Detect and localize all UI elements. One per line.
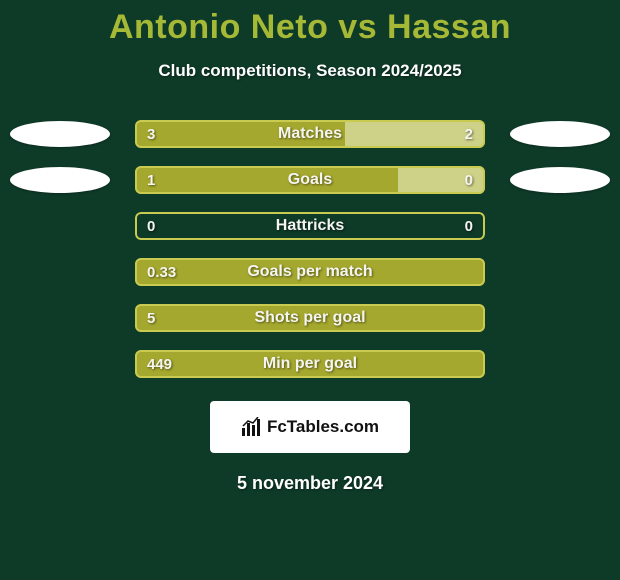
stat-value-left: 3 bbox=[147, 120, 155, 148]
player-marker-left bbox=[10, 167, 110, 193]
stat-label: Matches bbox=[278, 120, 342, 148]
page-title: Antonio Neto vs Hassan bbox=[0, 0, 620, 47]
stat-value-left: 0.33 bbox=[147, 258, 176, 286]
chart-icon bbox=[241, 417, 263, 437]
stat-label: Goals per match bbox=[247, 258, 372, 286]
stat-label: Min per goal bbox=[263, 350, 357, 378]
player-marker-right bbox=[510, 121, 610, 147]
stat-row: 3 2 Matches bbox=[0, 111, 620, 157]
stat-row: 0.33 Goals per match bbox=[0, 249, 620, 295]
stat-row: 0 0 Hattricks bbox=[0, 203, 620, 249]
stat-label: Goals bbox=[288, 166, 332, 194]
stat-value-left: 1 bbox=[147, 166, 155, 194]
fctables-logo: FcTables.com bbox=[210, 401, 410, 453]
stat-label: Shots per goal bbox=[254, 304, 365, 332]
stat-value-right: 0 bbox=[465, 212, 473, 240]
stat-bar: 5 Shots per goal bbox=[135, 304, 485, 332]
stat-value-right: 0 bbox=[465, 166, 473, 194]
stat-row: 449 Min per goal bbox=[0, 341, 620, 387]
stat-value-right: 2 bbox=[465, 120, 473, 148]
stat-label: Hattricks bbox=[276, 212, 344, 240]
player-marker-left bbox=[10, 121, 110, 147]
stat-bar-left-fill bbox=[135, 166, 398, 194]
stat-bar: 449 Min per goal bbox=[135, 350, 485, 378]
stat-bar: 0 0 Hattricks bbox=[135, 212, 485, 240]
comparison-infographic: Antonio Neto vs Hassan Club competitions… bbox=[0, 0, 620, 580]
stat-row: 5 Shots per goal bbox=[0, 295, 620, 341]
stat-value-left: 5 bbox=[147, 304, 155, 332]
stat-bar: 1 0 Goals bbox=[135, 166, 485, 194]
stat-value-left: 0 bbox=[147, 212, 155, 240]
page-subtitle: Club competitions, Season 2024/2025 bbox=[0, 61, 620, 81]
logo-text: FcTables.com bbox=[267, 417, 379, 437]
stat-bar: 3 2 Matches bbox=[135, 120, 485, 148]
stat-value-left: 449 bbox=[147, 350, 172, 378]
player-marker-right bbox=[510, 167, 610, 193]
stats-list: 3 2 Matches 1 0 Goals 0 0 Hattricks 0.33 Goals per… bbox=[0, 111, 620, 387]
stat-bar: 0.33 Goals per match bbox=[135, 258, 485, 286]
stat-row: 1 0 Goals bbox=[0, 157, 620, 203]
date-label: 5 november 2024 bbox=[0, 473, 620, 494]
